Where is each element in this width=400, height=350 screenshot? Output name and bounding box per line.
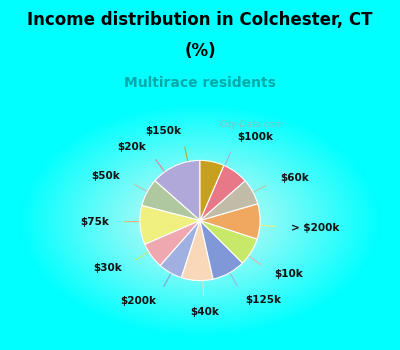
Wedge shape (160, 220, 200, 278)
Text: > $200k: > $200k (291, 223, 340, 233)
Text: $40k: $40k (190, 307, 219, 317)
Text: $50k: $50k (91, 172, 120, 182)
Text: $30k: $30k (93, 263, 122, 273)
Text: City-Data.com: City-Data.com (220, 120, 284, 129)
Wedge shape (200, 220, 242, 279)
Text: $100k: $100k (238, 132, 274, 142)
Wedge shape (140, 205, 200, 244)
Wedge shape (200, 204, 260, 239)
Wedge shape (145, 220, 200, 266)
Wedge shape (200, 181, 258, 220)
Text: $150k: $150k (146, 126, 182, 136)
Wedge shape (142, 181, 200, 220)
Wedge shape (155, 160, 200, 220)
Text: $200k: $200k (120, 295, 156, 306)
Wedge shape (182, 220, 213, 281)
Text: $60k: $60k (281, 173, 310, 183)
Wedge shape (200, 165, 245, 220)
Text: (%): (%) (184, 42, 216, 60)
Text: Multirace residents: Multirace residents (124, 76, 276, 90)
Text: $125k: $125k (245, 295, 281, 305)
Text: $20k: $20k (118, 142, 146, 152)
Wedge shape (200, 220, 257, 263)
Wedge shape (200, 160, 224, 220)
Text: Income distribution in Colchester, CT: Income distribution in Colchester, CT (27, 11, 373, 29)
Text: $10k: $10k (274, 269, 303, 279)
Text: $75k: $75k (80, 217, 109, 227)
